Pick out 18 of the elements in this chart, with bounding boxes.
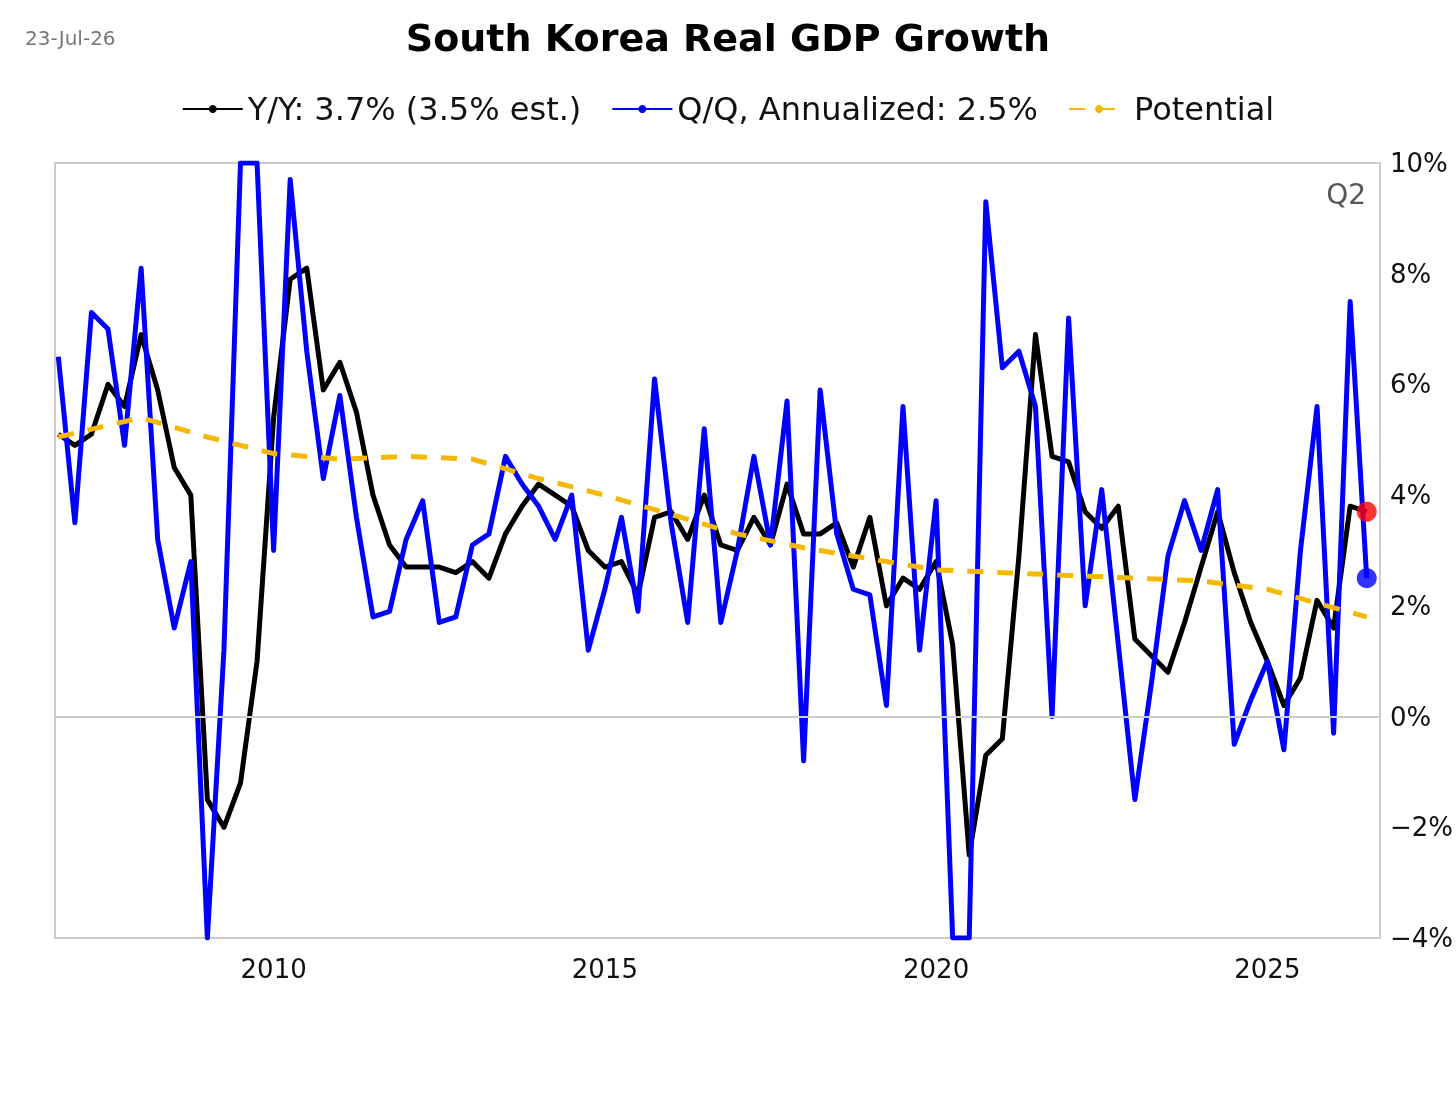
y-tick-label: −4% xyxy=(1389,923,1454,953)
y-tick-label: 8% xyxy=(1389,258,1432,289)
y-tick-label: 6% xyxy=(1389,369,1432,400)
annotation: Q2 xyxy=(1326,177,1367,211)
chart-title: South Korea Real GDP Growth xyxy=(405,16,1051,60)
y-tick-label: 0% xyxy=(1389,701,1432,732)
x-tick-label: 2015 xyxy=(571,954,638,984)
y-tick-label: −2% xyxy=(1389,812,1454,843)
legend-label: Y/Y: 3.7% (3.5% est.) xyxy=(246,90,582,128)
x-tick-label: 2025 xyxy=(1234,954,1301,984)
x-tick-label: 2020 xyxy=(903,954,970,984)
y-tick-label: 2% xyxy=(1389,590,1432,621)
text: 23-Jul-26 xyxy=(25,26,116,50)
y-tick-label: 4% xyxy=(1389,480,1432,511)
x-tick-label: 2010 xyxy=(240,954,307,984)
y-tick-label: 10% xyxy=(1389,148,1448,178)
legend-label: Q/Q, Annualized: 2.5% xyxy=(677,90,1039,128)
legend-label: Potential xyxy=(1134,90,1275,128)
